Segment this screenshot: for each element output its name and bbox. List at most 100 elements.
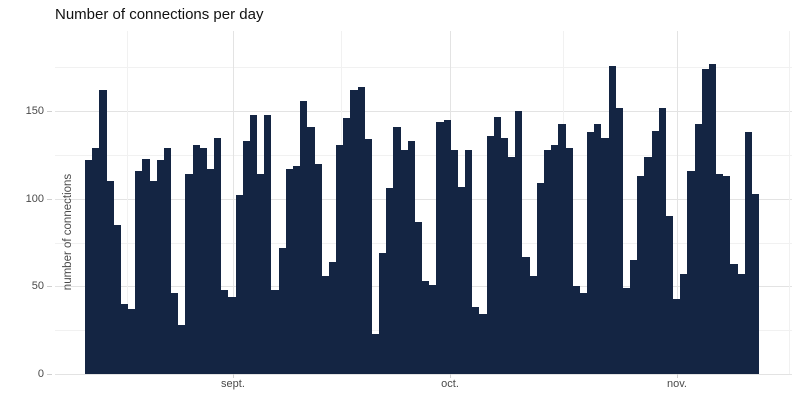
x-major-gridline — [677, 31, 679, 374]
y-major-gridline — [55, 198, 792, 200]
x-tick-mark — [232, 374, 234, 378]
bar — [321, 275, 329, 374]
bar — [300, 100, 308, 374]
bar — [242, 141, 250, 374]
bar — [257, 174, 265, 374]
bar — [228, 296, 236, 374]
x-minor-gridline — [127, 31, 128, 374]
x-tick-mark — [450, 374, 452, 378]
y-tick-label: 50 — [31, 280, 44, 293]
bar — [178, 324, 186, 374]
bar — [149, 181, 157, 374]
bar — [730, 263, 738, 374]
bar — [328, 261, 337, 374]
bar — [572, 286, 580, 374]
bar — [486, 135, 494, 374]
y-tick-mark — [47, 374, 52, 375]
bar — [120, 303, 129, 374]
y-tick-label: 150 — [25, 105, 44, 118]
x-minor-gridline — [789, 31, 791, 374]
y-minor-gridline — [55, 155, 792, 157]
bar — [673, 298, 681, 374]
bar — [551, 144, 559, 374]
bar — [436, 121, 444, 374]
bar — [350, 90, 358, 374]
bar — [443, 120, 451, 374]
bar — [285, 169, 293, 374]
bar — [393, 127, 401, 374]
y-axis-title: number of connections — [62, 173, 74, 291]
bar — [680, 274, 688, 374]
y-tick-mark — [47, 111, 52, 113]
bar — [751, 193, 760, 374]
x-tick-label: nov. — [667, 378, 687, 390]
y-tick-mark — [47, 198, 52, 200]
bar — [422, 281, 430, 374]
bar — [271, 289, 279, 374]
y-tick-mark — [47, 286, 52, 288]
bar — [407, 141, 415, 374]
y-minor-gridline — [55, 67, 792, 69]
bar — [465, 149, 473, 374]
bar — [587, 132, 595, 374]
y-tick-label: 100 — [25, 192, 44, 205]
bar — [106, 181, 114, 374]
bar — [429, 284, 437, 374]
bar — [536, 183, 544, 374]
bar — [565, 148, 573, 374]
bar — [658, 107, 666, 374]
bar — [522, 256, 530, 374]
bar — [515, 111, 523, 374]
bar — [493, 116, 501, 374]
bar — [608, 65, 616, 374]
bar — [508, 156, 516, 374]
bar — [723, 176, 731, 374]
bar — [371, 333, 380, 374]
bar — [479, 314, 487, 374]
bar — [708, 63, 717, 374]
bars-layer — [85, 31, 760, 374]
bar — [264, 114, 272, 374]
chart-title: Number of connections per day — [55, 6, 264, 23]
x-tick-mark — [677, 374, 679, 378]
bar — [206, 169, 215, 374]
bar — [472, 307, 480, 374]
bar — [185, 174, 193, 374]
bar — [278, 247, 286, 374]
bar — [529, 275, 537, 374]
bar — [379, 253, 387, 374]
bar — [314, 163, 322, 374]
bar — [343, 118, 351, 374]
bar — [450, 149, 458, 374]
bar — [249, 114, 258, 374]
bar — [694, 123, 702, 374]
bar — [113, 225, 121, 374]
bar — [400, 149, 408, 374]
bar — [235, 195, 243, 374]
y-major-gridline — [55, 374, 792, 375]
bar — [336, 144, 344, 374]
bar — [744, 132, 752, 374]
bar — [558, 123, 566, 374]
bar — [601, 137, 609, 374]
bar — [544, 149, 552, 374]
bar — [156, 160, 164, 374]
x-major-gridline — [232, 31, 234, 374]
bar — [701, 69, 709, 374]
bar — [171, 293, 179, 374]
bar — [307, 127, 315, 374]
bar — [135, 170, 143, 374]
bar — [651, 130, 659, 374]
bar — [142, 158, 150, 374]
plot-panel: number of connections — [55, 31, 792, 375]
bar — [665, 216, 674, 374]
y-tick-label: 0 — [37, 368, 44, 380]
bar — [357, 86, 365, 374]
bar — [85, 160, 93, 374]
bar — [737, 274, 745, 374]
bar — [637, 176, 645, 374]
bar — [414, 221, 423, 374]
bar — [92, 148, 100, 374]
bar — [644, 156, 652, 374]
